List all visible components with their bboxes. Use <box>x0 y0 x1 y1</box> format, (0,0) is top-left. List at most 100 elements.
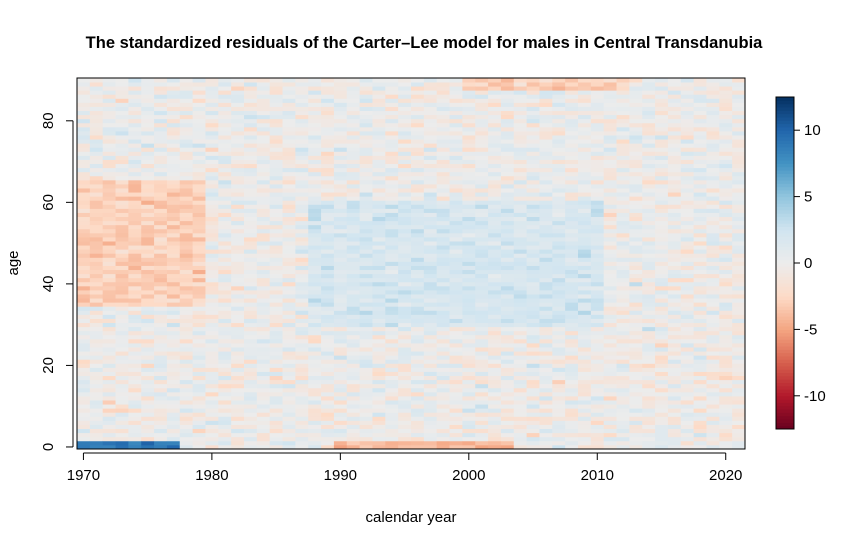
heatmap-cell <box>282 245 296 250</box>
heatmap-cell <box>166 151 181 156</box>
heatmap-cell <box>655 371 669 377</box>
heatmap-cell <box>475 265 489 271</box>
heatmap-cell <box>423 253 438 258</box>
heatmap-cell <box>552 343 566 348</box>
heatmap-cell <box>128 326 142 332</box>
heatmap-cell <box>655 436 669 442</box>
heatmap-cell <box>398 338 412 344</box>
heatmap-cell <box>128 367 142 372</box>
heatmap-cell <box>526 228 540 234</box>
heatmap-cell <box>205 400 219 405</box>
heatmap-cell <box>141 416 155 421</box>
heatmap-cell <box>539 420 553 425</box>
heatmap-cell <box>565 285 579 291</box>
heatmap-cell <box>141 241 155 246</box>
heatmap-cell <box>385 196 399 201</box>
heatmap-cell <box>667 351 682 356</box>
heatmap-cell <box>166 216 181 222</box>
heatmap-cell <box>321 212 335 218</box>
heatmap-cell <box>282 208 296 213</box>
heatmap-cell <box>346 269 361 275</box>
heatmap-cell <box>295 391 309 397</box>
heatmap-cell <box>423 310 438 315</box>
heatmap-cell <box>449 188 463 193</box>
heatmap-cell <box>500 281 515 287</box>
heatmap-cell <box>244 159 258 165</box>
heatmap-cell <box>539 78 553 83</box>
heatmap-cell <box>719 404 733 409</box>
heatmap-cell <box>385 277 399 283</box>
heatmap-cell <box>77 167 91 173</box>
heatmap-cell <box>269 359 283 364</box>
heatmap-cell <box>205 424 219 430</box>
heatmap-cell <box>693 212 707 218</box>
heatmap-cell <box>475 420 489 425</box>
heatmap-cell <box>77 175 91 181</box>
heatmap-cell <box>295 196 309 201</box>
heatmap-cell <box>680 343 695 348</box>
colorbar-swatch <box>776 186 794 191</box>
heatmap-cell <box>642 310 656 315</box>
heatmap-cell <box>667 82 682 87</box>
heatmap-cell <box>359 322 373 328</box>
heatmap-cell <box>346 387 361 393</box>
heatmap-cell <box>359 400 373 405</box>
heatmap-cell <box>256 436 271 442</box>
heatmap-cell <box>488 306 502 311</box>
heatmap-cell <box>256 383 271 389</box>
heatmap-cell <box>616 155 630 160</box>
heatmap-cell <box>89 294 104 299</box>
heatmap-cell <box>539 204 553 209</box>
heatmap-cell <box>667 94 682 99</box>
heatmap-cell <box>359 118 373 124</box>
heatmap-cell <box>706 102 720 107</box>
heatmap-cell <box>308 432 322 438</box>
heatmap-cell <box>462 314 476 319</box>
heatmap-cell <box>462 375 476 381</box>
heatmap-cell <box>269 298 283 303</box>
heatmap-cell <box>719 290 733 295</box>
heatmap-cell <box>205 245 219 250</box>
heatmap-cell <box>719 302 733 307</box>
heatmap-cell <box>719 375 733 381</box>
heatmap-cell <box>500 171 515 177</box>
heatmap-cell <box>269 400 283 405</box>
heatmap-cell <box>603 155 617 160</box>
heatmap-cell <box>655 184 669 189</box>
heatmap-cell <box>616 334 630 340</box>
heatmap-cell <box>616 281 630 287</box>
heatmap-cell <box>269 192 283 197</box>
heatmap-cell <box>436 220 450 226</box>
heatmap-cell <box>642 184 656 189</box>
heatmap-cell <box>244 277 258 283</box>
heatmap-cell <box>333 355 348 360</box>
heatmap-cell <box>462 184 476 189</box>
heatmap-cell <box>154 428 168 434</box>
heatmap-cell <box>282 249 296 254</box>
heatmap-cell <box>565 118 579 124</box>
heatmap-cell <box>102 135 116 140</box>
heatmap-cell <box>385 322 399 328</box>
heatmap-cell <box>128 249 142 254</box>
heatmap-cell <box>539 436 553 442</box>
heatmap-cell <box>141 245 155 250</box>
heatmap-cell <box>706 391 720 397</box>
heatmap-cell <box>590 334 605 340</box>
heatmap-cell <box>565 139 579 144</box>
heatmap-cell <box>693 253 707 258</box>
heatmap-cell <box>616 98 630 103</box>
heatmap-cell <box>449 241 463 246</box>
heatmap-cell <box>693 106 707 112</box>
heatmap-cell <box>629 228 643 234</box>
heatmap-cell <box>436 440 450 446</box>
heatmap-cell <box>719 232 733 238</box>
heatmap-cell <box>642 318 656 324</box>
heatmap-cell <box>295 192 309 197</box>
heatmap-cell <box>642 338 656 344</box>
heatmap-cell <box>462 428 476 434</box>
heatmap-cell <box>680 196 695 201</box>
heatmap-cell <box>578 196 592 201</box>
heatmap-cell <box>436 179 450 185</box>
heatmap-cell <box>372 408 386 413</box>
heatmap-cell <box>693 192 707 197</box>
